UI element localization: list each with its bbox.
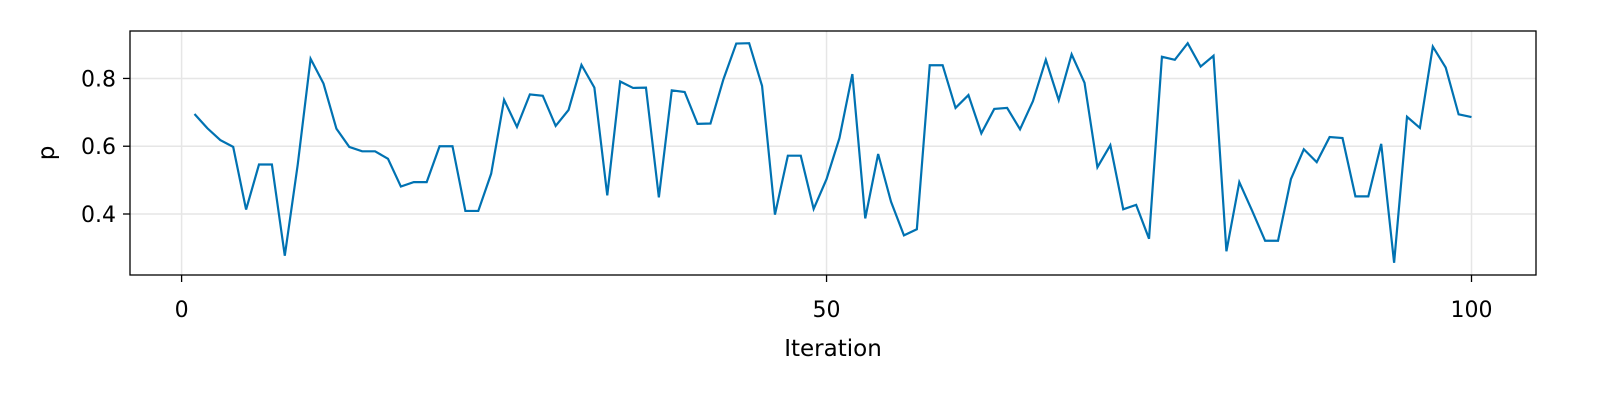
grid-lines — [130, 31, 1536, 275]
y-axis-ticks: 0.4 0.6 0.8 — [81, 67, 130, 228]
x-tick-label: 0 — [175, 298, 189, 323]
plot-frame — [129, 30, 1537, 276]
y-tick-label: 0.8 — [81, 67, 116, 92]
y-tick-label: 0.4 — [81, 203, 116, 228]
plot-background — [130, 31, 1536, 275]
x-axis-ticks: 0 50 100 — [175, 275, 1493, 323]
x-tick-label: 50 — [813, 298, 841, 323]
series-line — [193, 41, 1472, 263]
y-tick-label: 0.6 — [81, 135, 116, 160]
x-axis-title: Iteration — [784, 336, 882, 362]
y-axis-title: p — [34, 146, 60, 161]
x-tick-label: 100 — [1451, 298, 1493, 323]
